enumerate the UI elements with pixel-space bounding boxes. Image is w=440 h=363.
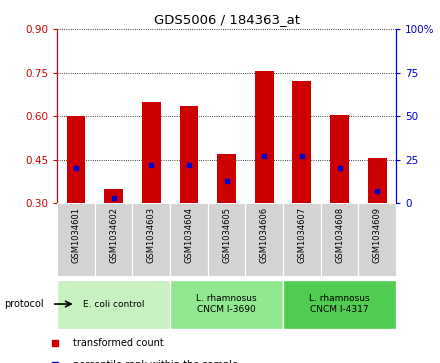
- Text: GSM1034603: GSM1034603: [147, 207, 156, 263]
- Text: GSM1034608: GSM1034608: [335, 207, 344, 263]
- Text: E. coli control: E. coli control: [83, 299, 144, 309]
- Text: GSM1034609: GSM1034609: [373, 207, 381, 263]
- Bar: [368, 158, 387, 203]
- Bar: [142, 102, 161, 203]
- Text: percentile rank within the sample: percentile rank within the sample: [73, 360, 238, 363]
- Bar: [321, 203, 358, 276]
- Bar: [104, 189, 123, 203]
- Text: GSM1034606: GSM1034606: [260, 207, 269, 263]
- Text: GSM1034604: GSM1034604: [184, 207, 194, 263]
- Bar: [66, 116, 85, 203]
- Bar: [293, 81, 312, 203]
- Bar: [208, 203, 246, 276]
- Bar: [95, 203, 132, 276]
- Bar: [180, 106, 198, 203]
- Text: L. rhamnosus
CNCM I-3690: L. rhamnosus CNCM I-3690: [196, 294, 257, 314]
- Bar: [283, 280, 396, 329]
- Text: GSM1034601: GSM1034601: [72, 207, 81, 263]
- Bar: [255, 71, 274, 203]
- Text: GSM1034602: GSM1034602: [109, 207, 118, 263]
- Text: transformed count: transformed count: [73, 338, 164, 348]
- Bar: [217, 154, 236, 203]
- Bar: [283, 203, 321, 276]
- Text: GSM1034607: GSM1034607: [297, 207, 306, 263]
- Title: GDS5006 / 184363_at: GDS5006 / 184363_at: [154, 13, 300, 26]
- Bar: [170, 280, 283, 329]
- Bar: [57, 203, 95, 276]
- Bar: [330, 115, 349, 203]
- Text: L. rhamnosus
CNCM I-4317: L. rhamnosus CNCM I-4317: [309, 294, 370, 314]
- Bar: [246, 203, 283, 276]
- Text: GSM1034605: GSM1034605: [222, 207, 231, 263]
- Bar: [170, 203, 208, 276]
- Bar: [358, 203, 396, 276]
- Bar: [132, 203, 170, 276]
- Text: protocol: protocol: [4, 299, 44, 309]
- Bar: [57, 280, 170, 329]
